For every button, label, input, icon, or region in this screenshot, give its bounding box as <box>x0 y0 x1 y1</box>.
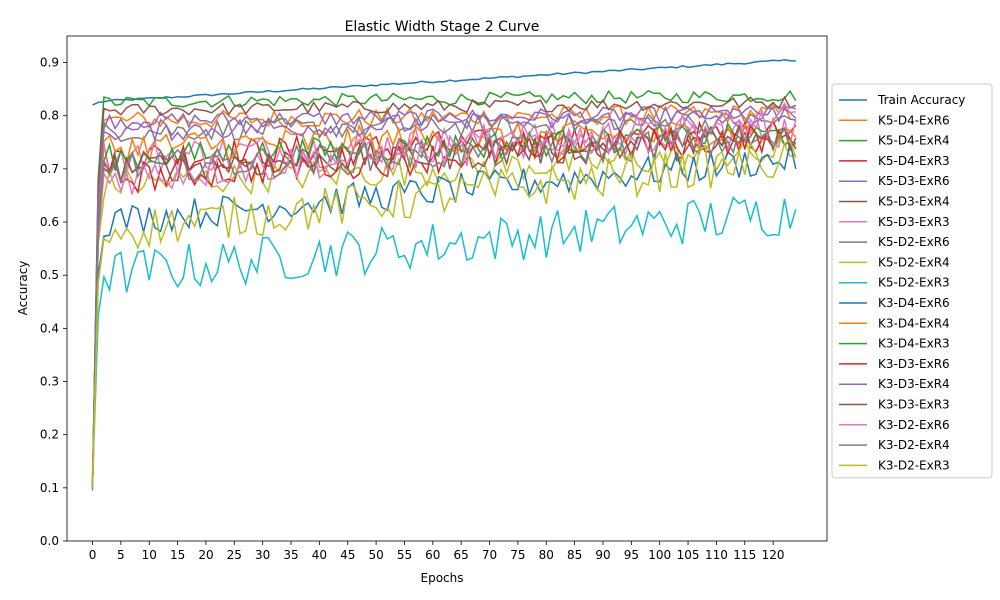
x-axis-title: Epochs <box>421 571 464 585</box>
y-tick-label: 0.8 <box>40 109 59 123</box>
series-line-4 <box>91 105 797 491</box>
x-tick-label: 55 <box>397 548 412 562</box>
series-line-9 <box>91 196 797 483</box>
x-tick-label: 20 <box>198 548 213 562</box>
x-tick-label: 40 <box>312 548 327 562</box>
legend: Train Accuracy K5-D4-ExR6 K5-D4-ExR4 K5-D4-… <box>831 83 993 479</box>
legend-entry: K5-D2-ExR4 <box>878 255 950 269</box>
legend-entry: K3-D4-ExR3 <box>878 337 950 351</box>
legend-entry: K5-D2-ExR6 <box>878 235 950 249</box>
x-tick-label: 100 <box>648 548 671 562</box>
chart-title: Elastic Width Stage 2 Curve <box>345 19 540 35</box>
x-tick-label: 50 <box>368 548 383 562</box>
series-line-8 <box>91 137 796 478</box>
series-line-10 <box>91 142 797 488</box>
y-tick-label: 0.7 <box>40 162 59 176</box>
legend-entry: K3-D2-ExR3 <box>878 458 950 472</box>
y-tick-label: 0.5 <box>40 268 59 282</box>
y-tick-label: 0.4 <box>40 321 59 335</box>
series-line-17 <box>91 125 797 488</box>
x-tick-label: 60 <box>425 548 440 562</box>
y-tick-label: 0.1 <box>40 481 59 495</box>
x-tick-label: 80 <box>539 548 554 562</box>
legend-entry: K5-D3-ExR4 <box>878 195 950 209</box>
y-tick-label: 0.6 <box>40 215 59 229</box>
series-line-13 <box>91 120 797 488</box>
y-axis-title: Accuracy <box>16 261 30 316</box>
y-tick-label: 0.9 <box>40 56 59 70</box>
x-tick-label: 15 <box>170 548 185 562</box>
x-tick-label: 110 <box>705 548 728 562</box>
series-line-6 <box>91 111 797 488</box>
x-tick-label: 70 <box>482 548 497 562</box>
legend-entry: K3-D4-ExR6 <box>878 296 950 310</box>
legend-entry: K3-D3-ExR4 <box>878 377 950 391</box>
legend-entry: K5-D3-ExR3 <box>878 215 950 229</box>
legend-entry: K5-D4-ExR4 <box>878 134 950 148</box>
x-tick-label: 90 <box>595 548 610 562</box>
legend-entry: K3-D2-ExR4 <box>878 438 950 452</box>
x-tick-label: 25 <box>227 548 242 562</box>
y-tick-label: 0.2 <box>40 428 59 442</box>
legend-entry: K5-D2-ExR3 <box>878 276 950 290</box>
y-tick-label: 0.0 <box>40 534 59 548</box>
legend-entry: K3-D3-ExR3 <box>878 398 950 412</box>
series-line-18 <box>91 138 797 488</box>
x-tick-label: 45 <box>340 548 355 562</box>
x-tick-label: 0 <box>89 548 97 562</box>
legend-entry: K5-D3-ExR6 <box>878 174 950 188</box>
x-tick-label: 30 <box>255 548 270 562</box>
legend-entry: K5-D4-ExR6 <box>878 113 950 127</box>
series-line-2 <box>91 89 797 483</box>
x-tick-label: 120 <box>762 548 785 562</box>
plot-area: 0 5 10 15 20 25 30 35 40 45 50 55 60 65 70 75 80 85 90 95 10… <box>40 35 828 562</box>
x-tick-label: 95 <box>624 548 639 562</box>
x-tick-label: 65 <box>454 548 469 562</box>
legend-box <box>831 83 993 479</box>
series-line-5 <box>91 95 797 488</box>
legend-entry: K5-D4-ExR3 <box>878 154 950 168</box>
y-tick-label: 0.3 <box>40 375 59 389</box>
x-tick-label: 10 <box>142 548 157 562</box>
x-tick-label: 85 <box>567 548 582 562</box>
x-tick-label: 115 <box>733 548 756 562</box>
series-line-11 <box>91 116 797 488</box>
x-tick-label: 35 <box>283 548 298 562</box>
x-tick-label: 5 <box>117 548 125 562</box>
x-tick-label: 105 <box>677 548 700 562</box>
series-line-0 <box>92 59 796 106</box>
axes-frame <box>66 35 828 542</box>
series-line-14 <box>91 106 797 488</box>
x-tick-label: 75 <box>510 548 525 562</box>
legend-entry: K3-D4-ExR4 <box>878 316 950 330</box>
legend-entry: Train Accuracy <box>877 93 965 107</box>
legend-entry: K3-D3-ExR6 <box>878 357 950 371</box>
legend-entry: K3-D2-ExR6 <box>878 418 950 432</box>
